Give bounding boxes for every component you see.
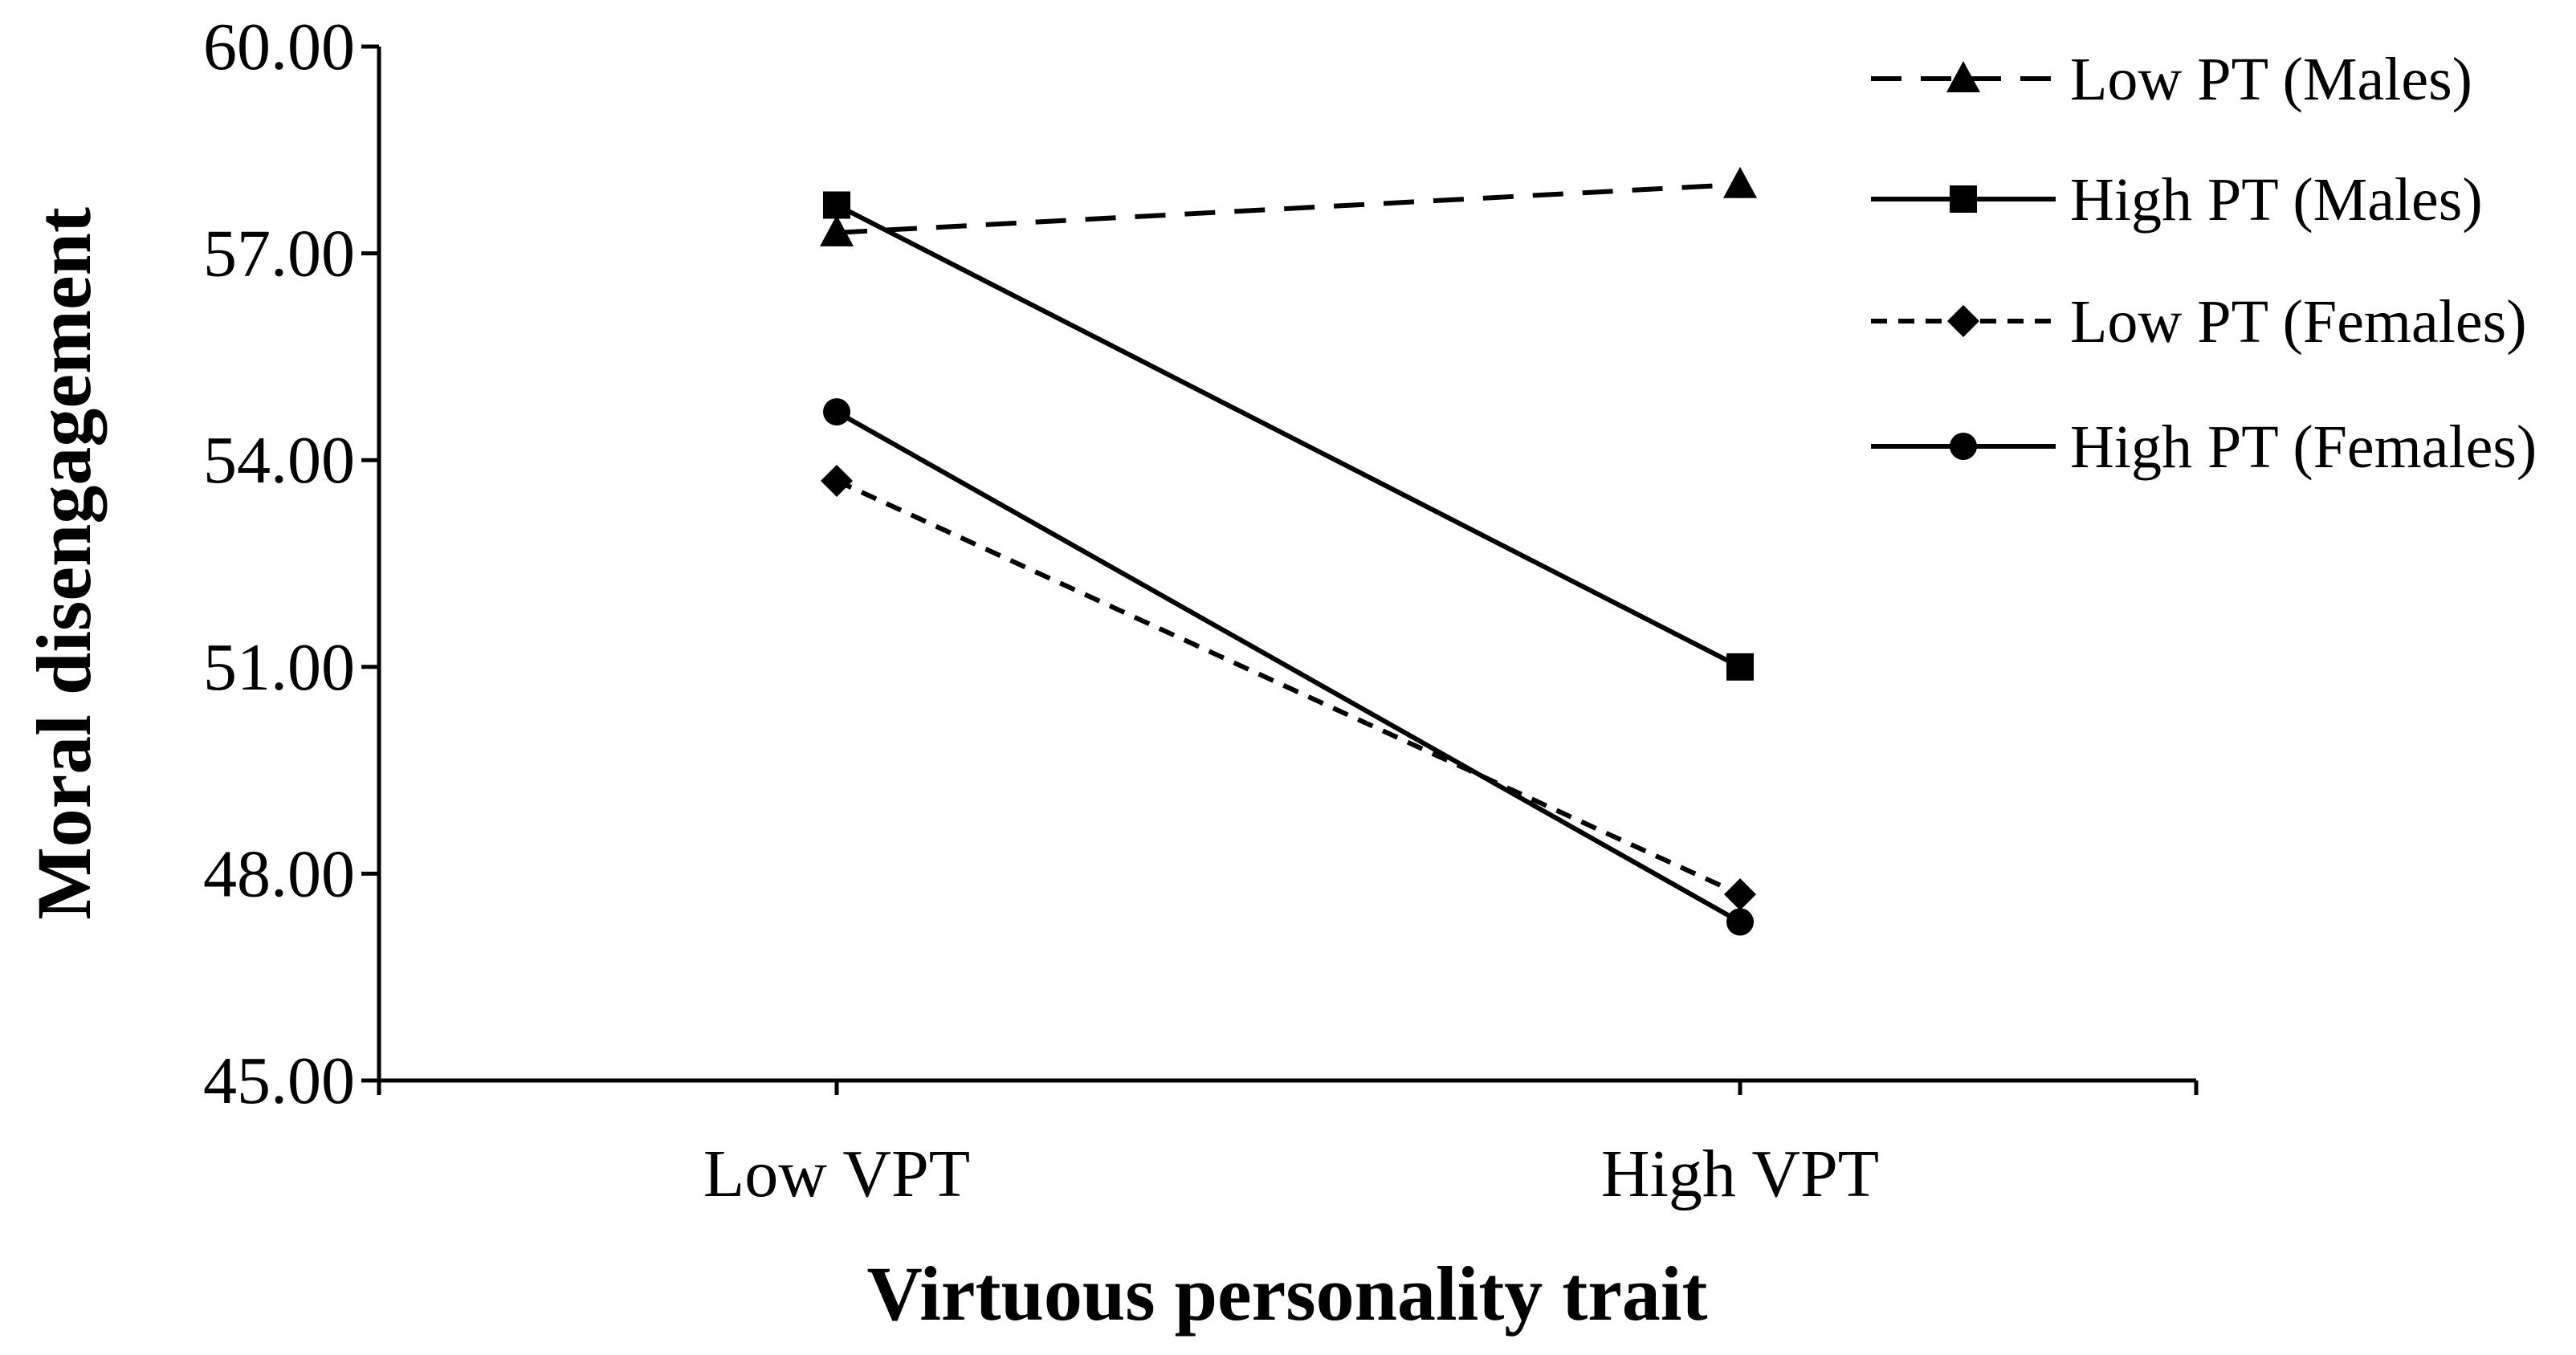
x-axis-title: Virtuous personality trait [866,1251,1707,1337]
data-point [821,464,853,497]
y-tick-label: 54.00 [203,423,355,498]
data-point [1726,653,1754,681]
y-tick-label: 51.00 [203,630,355,705]
y-axis-title: Moral disengagement [21,207,107,920]
legend-marker [1950,433,1977,460]
legend-item: Low PT (Females) [1871,288,2527,356]
legend-label: High PT (Males) [2070,166,2483,234]
legend-label: Low PT (Males) [2070,46,2472,113]
y-tick-label: 48.00 [203,836,355,911]
data-point [823,191,850,219]
legend: Low PT (Males) High PT (Males) Low PT (Fem… [1871,46,2537,481]
series-3 [821,464,1756,911]
data-point [1726,908,1754,936]
series-line [836,181,1741,235]
y-tick-label: 60.00 [203,10,355,84]
series-line [835,409,1742,925]
x-tick-label: Low VPT [703,1137,970,1211]
series-group [820,166,1757,936]
y-tick-label: 57.00 [203,217,355,291]
x-tick-label: High VPT [1601,1137,1879,1211]
data-point [1723,166,1757,198]
legend-marker [1946,61,1980,92]
data-point [1724,878,1756,911]
y-ticks: 45.00 48.00 51.00 54.00 57.00 60.00 [203,10,379,1118]
legend-marker [1947,305,1979,337]
legend-item: High PT (Males) [1871,166,2483,234]
axes [377,47,2196,1083]
series-2 [823,191,1754,681]
legend-label: High PT (Females) [2070,413,2537,481]
x-ticks: Low VPT High VPT [377,1080,2199,1211]
legend-item: Low PT (Males) [1871,46,2472,113]
data-point [823,398,850,426]
legend-marker [1950,185,1977,213]
legend-label: Low PT (Females) [2070,288,2527,356]
series-line [835,202,1742,669]
series-line [835,478,1742,897]
series-4 [823,398,1754,936]
y-tick-label: 45.00 [203,1044,355,1118]
legend-item: High PT (Females) [1871,413,2537,481]
data-point [820,214,854,246]
series-1 [820,166,1757,246]
